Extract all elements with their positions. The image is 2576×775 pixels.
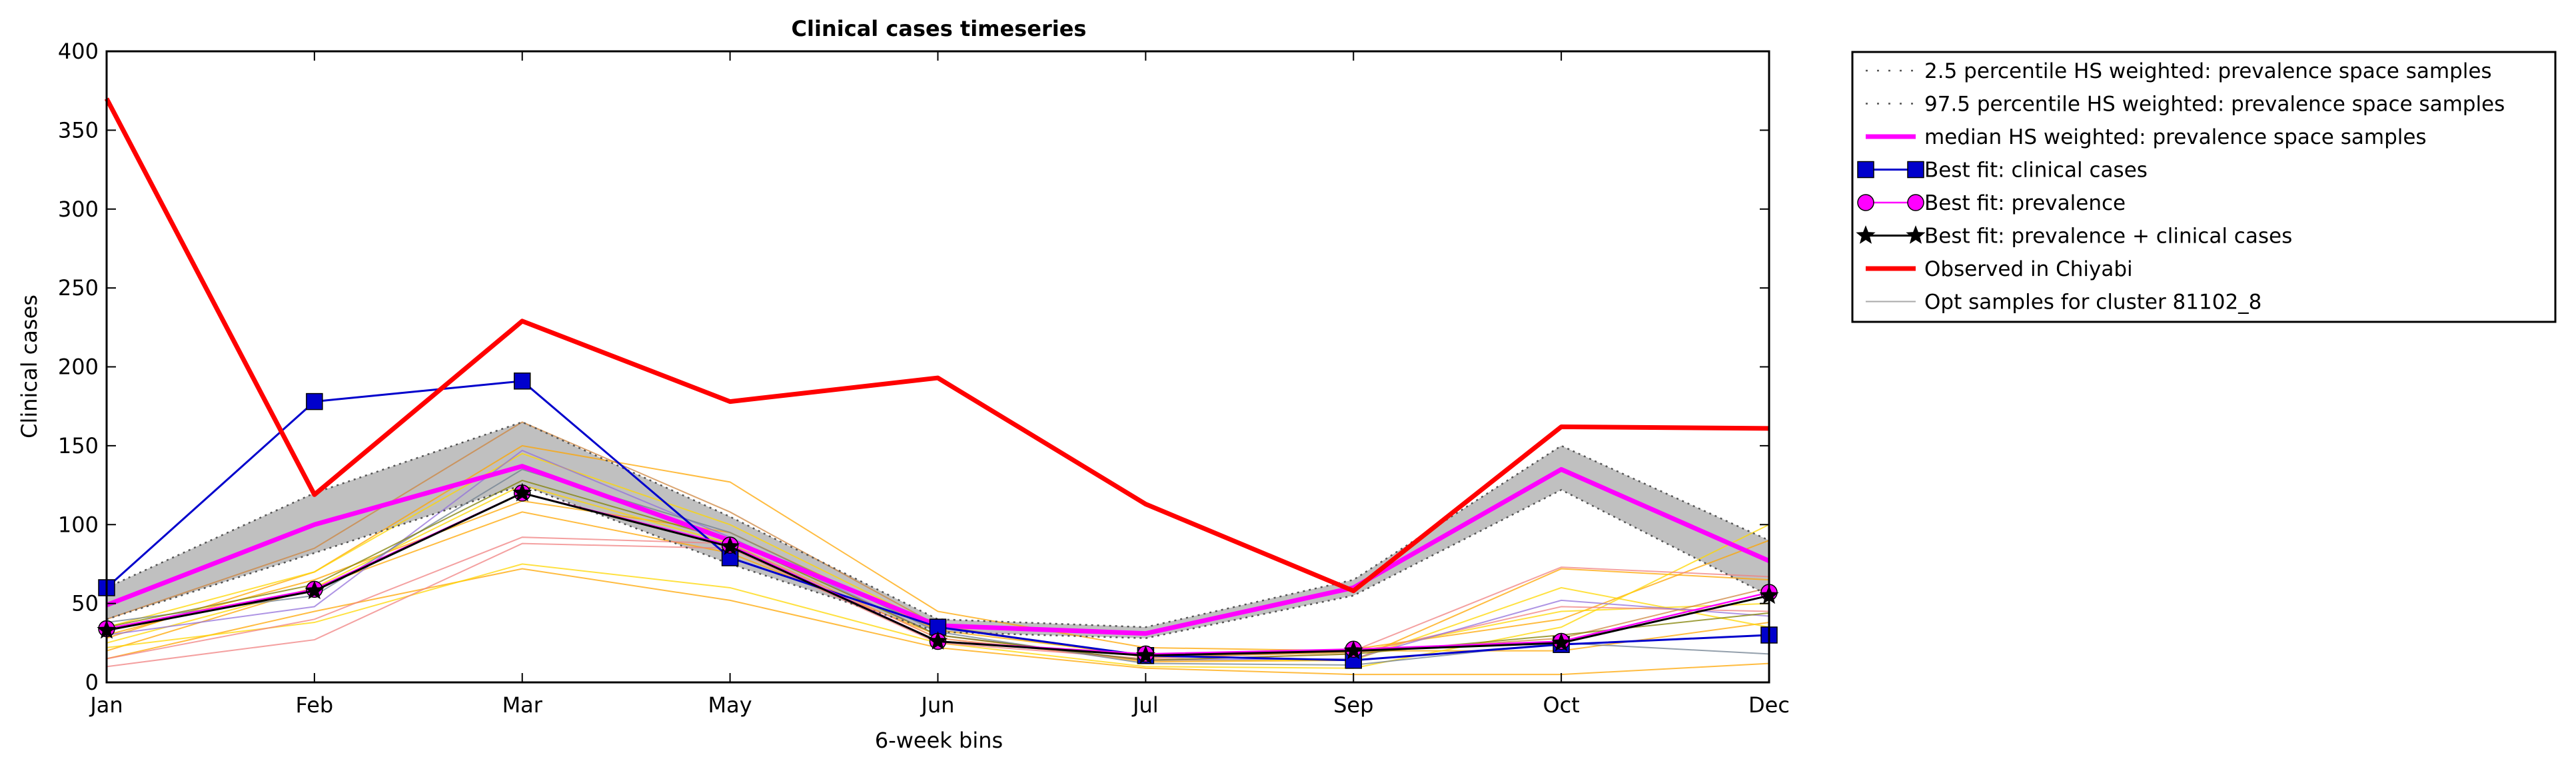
y-tick-label: 100 [58, 512, 99, 537]
y-tick-label: 50 [71, 591, 99, 616]
legend-label: 97.5 percentile HS weighted: prevalence … [1924, 93, 2505, 117]
data-point [514, 373, 531, 390]
x-tick-label: Jan [89, 692, 123, 718]
chart-title: Clinical cases timeseries [792, 16, 1087, 41]
x-tick-label: Jul [1131, 692, 1159, 718]
x-tick-label: Mar [502, 692, 543, 718]
data-point [306, 392, 323, 410]
x-tick-label: Dec [1748, 692, 1790, 718]
x-tick-label: Sep [1333, 692, 1373, 718]
y-axis-label: Clinical cases [17, 295, 42, 438]
legend-marker [1906, 225, 1926, 244]
data-point [1551, 632, 1571, 652]
y-tick-label: 400 [58, 39, 99, 64]
x-axis-label: 6-week bins [875, 728, 1003, 753]
x-tick-label: Jun [920, 692, 955, 718]
x-tick-label: May [708, 692, 752, 718]
data-point [1343, 640, 1363, 660]
legend-label: Best fit: prevalence + clinical cases [1924, 225, 2292, 249]
legend-label: 2.5 percentile HS weighted: prevalence s… [1924, 59, 2492, 83]
percentile-band [107, 422, 1769, 638]
legend-marker [1907, 161, 1924, 179]
y-tick-label: 250 [58, 275, 99, 301]
data-point [928, 630, 948, 650]
y-tick-label: 150 [58, 433, 99, 458]
data-point [1135, 645, 1156, 664]
legend-marker [1907, 194, 1924, 211]
legend-marker [1856, 225, 1876, 244]
data-point [305, 580, 324, 600]
y-tick-label: 0 [85, 670, 99, 695]
y-tick-label: 200 [58, 355, 99, 380]
legend-box [1851, 51, 2557, 323]
legend-label: Best fit: prevalence [1924, 191, 2126, 215]
x-tick-label: Oct [1543, 692, 1579, 718]
lower-percentile-line [106, 484, 1770, 639]
data-point [720, 536, 740, 555]
legend-label: Opt samples for cluster 81102_8 [1924, 291, 2261, 315]
legend-label: Observed in Chiyabi [1924, 257, 2133, 281]
legend-marker [1857, 161, 1874, 179]
x-tick-label: Feb [296, 692, 334, 718]
upper-percentile-line [106, 421, 1770, 628]
legend: 2.5 percentile HS weighted: prevalence s… [1851, 51, 2557, 323]
y-tick-label: 350 [58, 117, 99, 143]
plot-area [97, 97, 1779, 676]
series-line-observed-in-chiyabi [104, 97, 1770, 594]
y-tick-label: 300 [58, 197, 99, 222]
axes: 0 50 100 150 200 250 300 350 400 Jan Feb Mar May Jun J… [58, 39, 1790, 718]
legend-label: Best fit: clinical cases [1924, 159, 2148, 183]
data-point [512, 482, 532, 502]
legend-marker [1857, 194, 1874, 211]
legend-label: median HS weighted: prevalence space sam… [1924, 125, 2427, 149]
